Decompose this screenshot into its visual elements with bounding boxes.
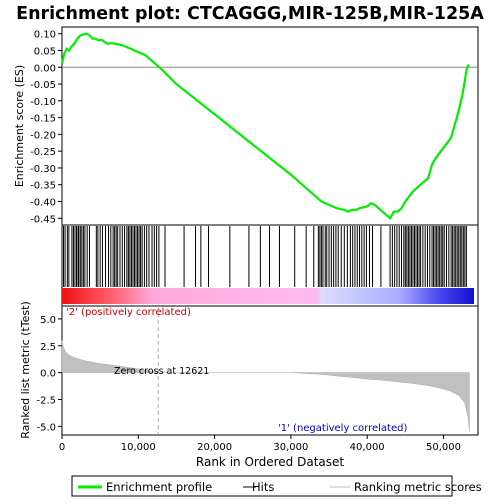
hits-group	[63, 226, 467, 287]
metric-y-tick-label: -2.5	[36, 396, 56, 407]
es-y-tick-label: -0.35	[30, 181, 56, 192]
es-y-tick-label: -0.25	[30, 147, 56, 158]
legend-item: Ranking metric scores	[330, 480, 482, 494]
es-series-line	[60, 32, 470, 221]
es-y-tick-label: 0.10	[34, 30, 56, 41]
es-y-axis-label: Enrichment score (ES)	[13, 65, 26, 187]
es-y-tick-label: -0.45	[30, 214, 56, 225]
annotation-label: Zero cross at 12621	[114, 366, 209, 377]
x-tick-label: 20,000	[197, 442, 232, 453]
x-tick-label: 0	[59, 442, 65, 453]
x-tick-label: 40,000	[350, 442, 385, 453]
es-y-tick-label: -0.40	[30, 198, 56, 209]
metric-y-axis-label: Ranked list metric (tTest)	[19, 301, 32, 438]
annotation-label: '2' (positively correlated)	[66, 307, 191, 318]
legend-item: Hits	[243, 480, 274, 494]
es-y-tick-label: -0.15	[30, 114, 56, 125]
legend-label: Hits	[252, 480, 274, 494]
legend-label: Ranking metric scores	[354, 480, 482, 494]
chart-title: Enrichment plot: CTCAGGG,MIR-125B,MIR-12…	[16, 4, 484, 24]
es-y-ticks: 0.10 0.05 0.00 -0.05 -0.10 -0.15 -0.20 -0.25 -0.…	[30, 30, 62, 225]
legend: Enrichment profile Hits Ranking metric sco…	[78, 480, 482, 494]
es-y-tick-label: -0.10	[30, 97, 56, 108]
metric-y-ticks: 5.0 2.5 0.0 -2.5 -5.0	[36, 315, 62, 433]
es-panel-frame	[61, 26, 479, 226]
es-y-tick-label: -0.05	[30, 80, 56, 91]
legend-label: Enrichment profile	[106, 480, 212, 494]
metric-group	[61, 306, 470, 435]
rank-color-bar	[62, 288, 474, 304]
es-y-tick-label: 0.05	[34, 46, 56, 57]
annotation-label: '1' (negatively correlated)	[278, 423, 407, 434]
metric-y-tick-label: -5.0	[36, 422, 56, 433]
x-tick-label: 50,000	[426, 442, 461, 453]
legend-item: Enrichment profile	[78, 480, 212, 494]
es-y-tick-label: 0.00	[34, 63, 56, 74]
x-axis-label: Rank in Ordered Dataset	[196, 455, 344, 469]
metric-area	[61, 340, 470, 432]
metric-y-tick-label: 5.0	[40, 315, 56, 326]
x-tick-label: 10,000	[121, 442, 156, 453]
es-line-group	[60, 32, 478, 221]
es-y-tick-label: -0.30	[30, 164, 56, 175]
legend-box	[71, 475, 453, 497]
x-tick-label: 30,000	[273, 442, 308, 453]
x-ticks: 0 10,000 20,000 30,000 40,000 50,000	[59, 435, 461, 453]
es-y-tick-label: -0.20	[30, 130, 56, 141]
annotations: '2' (positively correlated) Zero cross at…	[66, 307, 407, 434]
metric-y-tick-label: 0.0	[40, 369, 56, 380]
metric-y-tick-label: 2.5	[40, 342, 56, 353]
